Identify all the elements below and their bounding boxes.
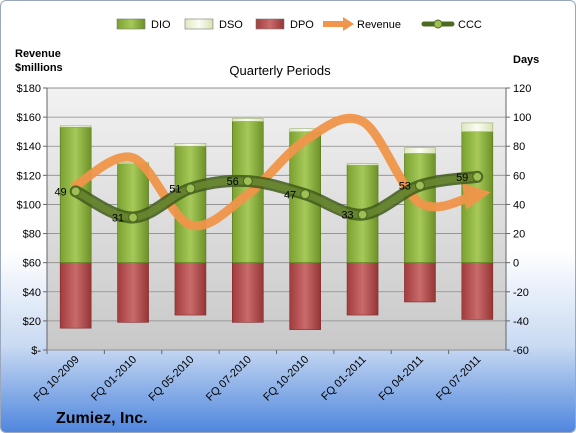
legend-label-dpo: DPO: [290, 19, 314, 31]
left-tick-label: $180: [17, 83, 41, 95]
dpo-bar: [174, 262, 207, 316]
chart-title: Quarterly Periods: [229, 63, 331, 78]
dpo-bar: [404, 262, 436, 303]
left-tick-label: $100: [17, 199, 41, 211]
right-tick-label: 20: [513, 229, 525, 241]
left-tick-label: $80: [23, 229, 41, 241]
ccc-point: [472, 171, 483, 182]
left-tick-label: $160: [17, 112, 41, 124]
right-tick-label: 0: [513, 258, 519, 270]
left-tick-label: $120: [17, 170, 41, 182]
right-tick-label: 40: [513, 199, 525, 211]
left-tick-label: $-: [31, 345, 41, 357]
legend-swatch-dpo: [255, 18, 285, 30]
x-tick-label: FQ 07-2010: [204, 354, 254, 404]
right-tick-label: -40: [513, 316, 529, 328]
ccc-data-label: 33: [341, 210, 353, 222]
left-axis-label-line1: Revenue: [15, 48, 61, 60]
x-tick-label: FQ 05-2010: [147, 354, 197, 404]
ccc-point: [414, 180, 426, 191]
left-tick-label: $40: [23, 287, 41, 299]
dso-bar: [59, 125, 92, 128]
x-tick-label: FQ 07-2011: [434, 354, 483, 403]
right-tick-label: -20: [513, 287, 529, 299]
left-tick-label: $140: [17, 141, 41, 153]
ccc-data-label: 51: [169, 183, 181, 195]
dpo-bar: [346, 262, 379, 316]
ccc-point: [242, 176, 253, 187]
dpo-bar: [289, 262, 321, 330]
legend-marker-ccc: [433, 19, 443, 29]
legend-arrow-revenue: [343, 17, 354, 31]
legend-swatch-dso: [184, 18, 214, 30]
x-tick-label: FQ 01-2010: [89, 354, 139, 404]
dpo-bar: [461, 262, 494, 320]
legend: DIO DSO DPO Revenue CCC: [116, 17, 482, 31]
left-tick-label: $20: [23, 316, 41, 328]
dso-bar: [232, 118, 264, 122]
x-tick-label: FQ 04-2011: [377, 354, 426, 403]
x-tick-label: FQ 01-2011: [319, 354, 368, 403]
ccc-data-label: 31: [112, 213, 124, 225]
legend-label-ccc: CCC: [458, 19, 482, 31]
ccc-point: [300, 189, 311, 200]
right-tick-label: 120: [513, 83, 531, 95]
right-tick-label: 60: [513, 170, 525, 182]
ccc-data-label: 49: [54, 186, 66, 198]
line-layer: 49 31 51 56 47 33 53 59: [54, 113, 491, 231]
ccc-point: [70, 186, 81, 197]
left-axis-label-line2: $millions: [15, 62, 63, 74]
company-name: Zumiez, Inc.: [56, 410, 148, 427]
ccc-data-label: 53: [399, 181, 411, 193]
right-axis-label: Days: [513, 54, 539, 66]
legend-label-revenue: Revenue: [357, 19, 401, 31]
left-tick-label: $60: [23, 258, 41, 270]
dpo-bar: [59, 262, 92, 329]
right-tick-label: 80: [513, 141, 525, 153]
ccc-data-label: 47: [284, 189, 296, 201]
dpo-bar: [232, 262, 264, 323]
dio-bar: [174, 145, 207, 263]
legend-label-dso: DSO: [219, 19, 243, 31]
dso-bar: [404, 147, 436, 154]
right-tick-label: -60: [513, 345, 529, 357]
ccc-data-label: 56: [227, 176, 239, 188]
revenue-line: [71, 113, 491, 231]
ccc-point: [357, 209, 368, 220]
ccc-point: [127, 212, 139, 223]
dso-bar: [174, 143, 207, 147]
dso-bar: [461, 122, 494, 132]
legend-swatch-dio: [116, 18, 146, 30]
x-tick-label: FQ 10-2009: [32, 354, 82, 404]
legend-label-dio: DIO: [151, 19, 171, 31]
right-tick-label: 100: [513, 112, 531, 124]
ccc-point: [185, 183, 196, 194]
dpo-bar: [117, 262, 149, 323]
ccc-data-label: 59: [456, 172, 468, 184]
x-tick-label: FQ 10-2010: [261, 354, 311, 404]
dso-bar: [346, 163, 379, 166]
